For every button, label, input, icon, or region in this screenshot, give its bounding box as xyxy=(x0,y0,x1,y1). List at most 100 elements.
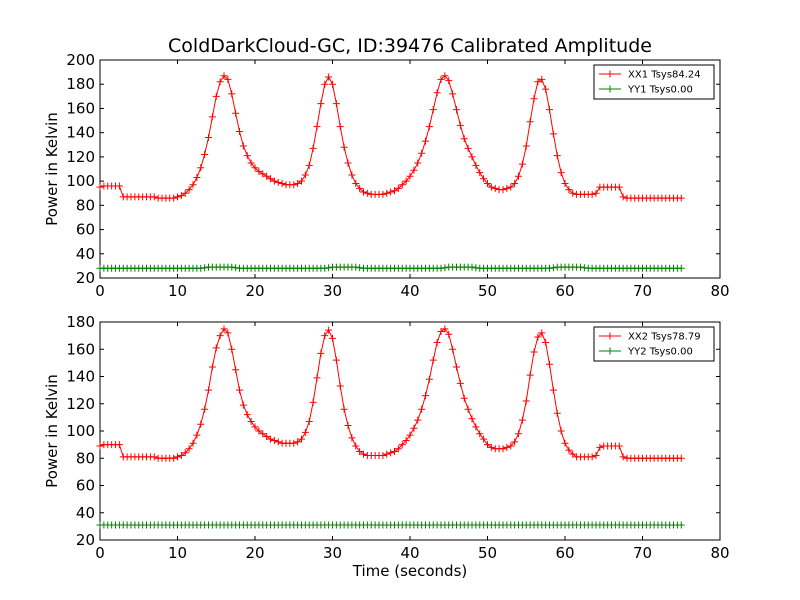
data-point-marker xyxy=(677,194,685,202)
data-point-marker xyxy=(580,264,588,272)
data-point-marker xyxy=(522,142,530,150)
legend-label: YY2 Tsys0.00 xyxy=(627,347,693,358)
data-point-marker xyxy=(441,72,449,80)
data-point-marker xyxy=(197,420,205,428)
data-point-marker xyxy=(402,437,410,445)
data-point-marker xyxy=(263,432,271,440)
data-point-marker xyxy=(96,183,104,191)
data-point-marker xyxy=(453,363,460,371)
data-point-marker xyxy=(569,450,577,458)
x-tick-label: 30 xyxy=(323,544,342,562)
data-point-marker xyxy=(267,175,274,183)
data-point-marker xyxy=(588,453,596,461)
data-point-marker xyxy=(410,166,418,174)
data-point-marker xyxy=(429,106,437,114)
data-point-marker xyxy=(356,447,364,455)
data-point-marker xyxy=(677,454,685,462)
data-point-marker xyxy=(402,177,410,185)
data-point-marker xyxy=(224,75,232,83)
y-tick-label: 40 xyxy=(76,504,95,522)
y-tick-label: 180 xyxy=(66,75,95,93)
data-point-marker xyxy=(239,142,247,150)
data-point-marker xyxy=(557,169,565,177)
x-tick-label: 40 xyxy=(400,282,419,300)
data-point-marker xyxy=(329,80,336,88)
data-point-marker xyxy=(174,193,181,201)
data-point-marker xyxy=(115,441,123,449)
data-point-marker xyxy=(530,348,538,356)
data-point-marker xyxy=(313,374,321,382)
x-tick-label: 50 xyxy=(478,544,497,562)
y-tick-label: 180 xyxy=(66,313,95,331)
data-point-marker xyxy=(503,443,511,451)
data-point-marker xyxy=(290,439,298,447)
x-tick-label: 10 xyxy=(168,544,187,562)
data-point-marker xyxy=(441,325,449,333)
data-point-marker xyxy=(553,409,561,417)
data-point-marker xyxy=(515,172,522,180)
data-point-marker xyxy=(549,264,557,272)
data-point-marker xyxy=(185,186,193,194)
data-point-marker xyxy=(181,189,189,197)
data-point-marker xyxy=(317,100,325,108)
data-point-marker xyxy=(619,453,627,461)
data-point-marker xyxy=(255,427,263,435)
y-tick-label: 120 xyxy=(66,148,95,166)
data-point-marker xyxy=(437,264,445,272)
data-point-marker xyxy=(472,264,480,272)
data-point-marker xyxy=(398,441,406,449)
data-point-marker xyxy=(325,73,333,81)
x-tick-label: 80 xyxy=(710,282,729,300)
y-tick-label: 40 xyxy=(76,245,95,263)
data-point-marker xyxy=(270,177,278,185)
x-tick-label: 0 xyxy=(95,544,105,562)
data-point-marker xyxy=(239,401,247,409)
data-point-marker xyxy=(615,442,623,450)
data-point-marker xyxy=(181,449,189,457)
data-point-marker xyxy=(352,263,360,271)
data-point-marker xyxy=(507,183,515,191)
data-point-marker xyxy=(298,177,305,185)
bottom-panel: 0 10 20 30 40 50 60 70 80 20 40 60 80 100 120 140 160 180… xyxy=(43,313,730,580)
chart-title: ColdDarkCloud-GC, ID:39476 Calibrated Am… xyxy=(168,35,652,57)
y-tick-label: 140 xyxy=(66,368,95,386)
top-panel: 0 10 20 30 40 50 60 70 80 20 40 60 80 100 120 140 160 180… xyxy=(43,51,730,300)
data-point-marker xyxy=(96,442,104,450)
data-point-marker xyxy=(317,349,325,357)
data-point-marker xyxy=(511,438,519,446)
data-point-marker xyxy=(468,263,476,271)
data-point-marker xyxy=(480,435,488,443)
y-axis-label: Power in Kelvin xyxy=(43,374,61,488)
data-point-marker xyxy=(422,137,429,145)
data-point-marker xyxy=(309,398,317,406)
data-point-marker xyxy=(247,417,255,425)
data-point-marker xyxy=(549,386,557,394)
data-point-marker xyxy=(468,153,476,161)
x-tick-label: 80 xyxy=(710,544,729,562)
legend-marker xyxy=(606,70,614,78)
data-point-marker xyxy=(487,443,495,451)
data-point-marker xyxy=(251,164,259,172)
data-point-marker xyxy=(464,144,472,152)
data-point-marker xyxy=(348,434,356,442)
data-point-marker xyxy=(220,325,228,333)
x-tick-label: 20 xyxy=(245,282,264,300)
data-point-marker xyxy=(437,328,445,336)
legend-label: XX2 Tsys78.79 xyxy=(628,332,701,343)
legend-marker xyxy=(606,347,614,355)
data-point-marker xyxy=(212,344,220,352)
data-point-marker xyxy=(453,106,460,114)
data-point-marker xyxy=(348,171,356,179)
data-point-marker xyxy=(205,134,212,142)
data-point-marker xyxy=(484,441,491,449)
data-point-marker xyxy=(677,521,685,529)
legend-marker xyxy=(606,332,614,340)
data-point-marker xyxy=(476,169,484,177)
data-point-marker xyxy=(290,181,298,189)
x-tick-label: 40 xyxy=(400,544,419,562)
data-point-marker xyxy=(596,443,604,451)
data-point-marker xyxy=(189,439,197,447)
data-point-marker xyxy=(588,190,596,198)
data-point-marker xyxy=(309,144,317,152)
data-point-marker xyxy=(321,80,329,88)
